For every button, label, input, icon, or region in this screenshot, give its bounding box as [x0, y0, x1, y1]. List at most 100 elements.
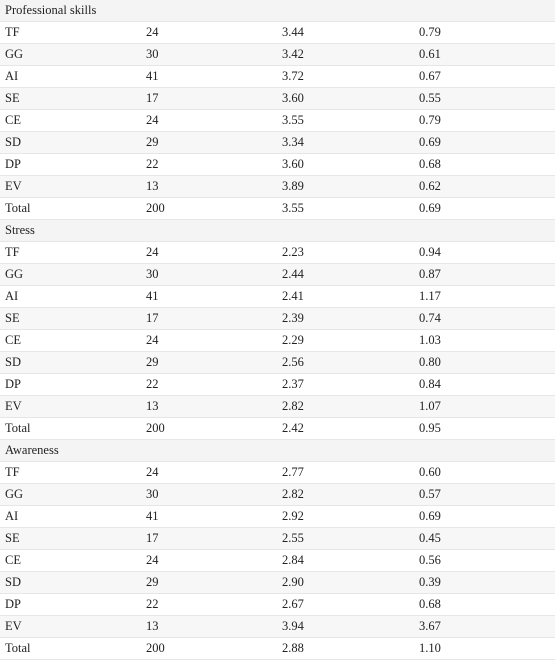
cell-n: 22 — [141, 593, 277, 616]
cell-group: DP — [0, 153, 141, 176]
table-row: GG 30 2.82 0.57 — [0, 483, 556, 506]
cell-n: 13 — [141, 175, 277, 198]
cell-mean: 2.82 — [277, 483, 414, 506]
cell-group: SE — [0, 307, 141, 330]
table-row: GG 30 3.42 0.61 — [0, 43, 556, 66]
cell-group: DP — [0, 593, 141, 616]
table-row: Total 200 2.42 0.95 — [0, 417, 556, 440]
cell-group: EV — [0, 615, 141, 638]
cell-group: GG — [0, 43, 141, 66]
table-row: SE 17 3.60 0.55 — [0, 87, 556, 110]
cell-n: 30 — [141, 263, 277, 286]
table-row: SD 29 2.56 0.80 — [0, 351, 556, 374]
cell-n: 200 — [141, 637, 277, 660]
table-row: AI 41 2.92 0.69 — [0, 505, 556, 528]
cell-n: 24 — [141, 109, 277, 132]
cell-sd: 0.60 — [414, 461, 556, 484]
cell-n: 41 — [141, 505, 277, 528]
cell-mean: 2.88 — [277, 637, 414, 660]
cell-sd: 0.56 — [414, 549, 556, 572]
cell-sd: 1.10 — [414, 637, 556, 660]
cell-sd: 1.17 — [414, 285, 556, 308]
section-header-row: Awareness — [0, 439, 556, 462]
cell-n: 17 — [141, 527, 277, 550]
section-title: Awareness — [0, 439, 556, 462]
cell-mean: 2.42 — [277, 417, 414, 440]
cell-sd: 0.84 — [414, 373, 556, 396]
table-row: TF 24 3.44 0.79 — [0, 21, 556, 44]
cell-mean: 2.23 — [277, 241, 414, 264]
cell-n: 30 — [141, 483, 277, 506]
cell-mean: 2.77 — [277, 461, 414, 484]
cell-group: AI — [0, 65, 141, 88]
table-row: AI 41 3.72 0.67 — [0, 65, 556, 88]
table-row: EV 13 2.82 1.07 — [0, 395, 556, 418]
cell-sd: 0.67 — [414, 65, 556, 88]
cell-sd: 0.87 — [414, 263, 556, 286]
cell-sd: 3.67 — [414, 615, 556, 638]
cell-mean: 3.55 — [277, 197, 414, 220]
table-row: CE 24 2.29 1.03 — [0, 329, 556, 352]
cell-sd: 0.61 — [414, 43, 556, 66]
table-row: TF 24 2.23 0.94 — [0, 241, 556, 264]
cell-sd: 0.79 — [414, 109, 556, 132]
table-row: EV 13 3.89 0.62 — [0, 175, 556, 198]
cell-mean: 3.44 — [277, 21, 414, 44]
cell-sd: 0.79 — [414, 21, 556, 44]
table-row: CE 24 3.55 0.79 — [0, 109, 556, 132]
cell-n: 24 — [141, 549, 277, 572]
cell-sd: 0.68 — [414, 593, 556, 616]
cell-mean: 3.60 — [277, 87, 414, 110]
cell-mean: 3.72 — [277, 65, 414, 88]
cell-sd: 0.68 — [414, 153, 556, 176]
table-row: Total 200 2.88 1.10 — [0, 637, 556, 660]
cell-mean: 2.37 — [277, 373, 414, 396]
cell-n: 24 — [141, 241, 277, 264]
cell-mean: 2.29 — [277, 329, 414, 352]
cell-n: 17 — [141, 307, 277, 330]
cell-group: SD — [0, 571, 141, 594]
table-row: Total 200 3.55 0.69 — [0, 197, 556, 220]
cell-group: GG — [0, 483, 141, 506]
table-row: TF 24 2.77 0.60 — [0, 461, 556, 484]
cell-sd: 0.39 — [414, 571, 556, 594]
table-row: SE 17 2.39 0.74 — [0, 307, 556, 330]
cell-mean: 2.90 — [277, 571, 414, 594]
cell-group: TF — [0, 21, 141, 44]
cell-mean: 2.55 — [277, 527, 414, 550]
cell-sd: 0.74 — [414, 307, 556, 330]
section-header-row: Professional skills — [0, 0, 556, 22]
cell-sd: 0.69 — [414, 505, 556, 528]
cell-mean: 2.39 — [277, 307, 414, 330]
cell-group: Total — [0, 417, 141, 440]
cell-mean: 3.89 — [277, 175, 414, 198]
cell-sd: 0.80 — [414, 351, 556, 374]
cell-n: 22 — [141, 373, 277, 396]
cell-sd: 0.55 — [414, 87, 556, 110]
cell-mean: 2.82 — [277, 395, 414, 418]
cell-n: 29 — [141, 571, 277, 594]
table-row: SD 29 2.90 0.39 — [0, 571, 556, 594]
table-row: DP 22 2.37 0.84 — [0, 373, 556, 396]
cell-sd: 0.62 — [414, 175, 556, 198]
cell-mean: 3.60 — [277, 153, 414, 176]
cell-n: 200 — [141, 197, 277, 220]
cell-group: Total — [0, 197, 141, 220]
cell-group: CE — [0, 109, 141, 132]
table-row: SE 17 2.55 0.45 — [0, 527, 556, 550]
cell-n: 24 — [141, 329, 277, 352]
cell-group: SE — [0, 87, 141, 110]
cell-group: CE — [0, 329, 141, 352]
cell-group: Total — [0, 637, 141, 660]
cell-group: SD — [0, 351, 141, 374]
cell-sd: 0.45 — [414, 527, 556, 550]
cell-sd: 0.69 — [414, 131, 556, 154]
table-row: DP 22 3.60 0.68 — [0, 153, 556, 176]
cell-n: 13 — [141, 615, 277, 638]
cell-n: 24 — [141, 461, 277, 484]
cell-group: EV — [0, 395, 141, 418]
cell-group: TF — [0, 241, 141, 264]
section-title: Stress — [0, 219, 556, 242]
